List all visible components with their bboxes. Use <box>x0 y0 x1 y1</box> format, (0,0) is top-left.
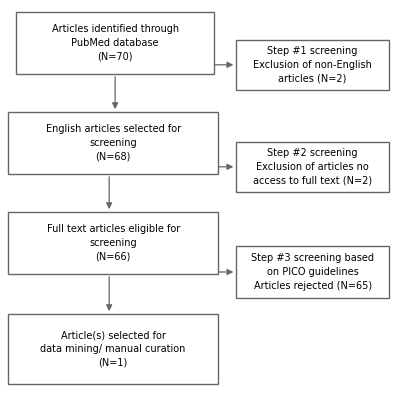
FancyBboxPatch shape <box>8 112 218 174</box>
FancyBboxPatch shape <box>8 212 218 274</box>
Text: English articles selected for
screening
(N=68): English articles selected for screening … <box>46 124 181 162</box>
Text: Step #3 screening based
on PICO guidelines
Articles rejected (N=65): Step #3 screening based on PICO guidelin… <box>251 254 374 290</box>
FancyBboxPatch shape <box>8 314 218 384</box>
FancyBboxPatch shape <box>236 40 389 90</box>
Text: Step #1 screening
Exclusion of non-English
articles (N=2): Step #1 screening Exclusion of non-Engli… <box>253 46 372 84</box>
FancyBboxPatch shape <box>16 12 214 74</box>
Text: Article(s) selected for
data mining/ manual curation
(N=1): Article(s) selected for data mining/ man… <box>40 330 186 368</box>
Text: Full text articles eligible for
screening
(N=66): Full text articles eligible for screenin… <box>46 224 180 262</box>
FancyBboxPatch shape <box>236 142 389 192</box>
Text: Articles identified through
PubMed database
(N=70): Articles identified through PubMed datab… <box>52 24 179 62</box>
FancyBboxPatch shape <box>236 246 389 298</box>
Text: Step #2 screening
Exclusion of articles no
access to full text (N=2): Step #2 screening Exclusion of articles … <box>253 148 372 186</box>
